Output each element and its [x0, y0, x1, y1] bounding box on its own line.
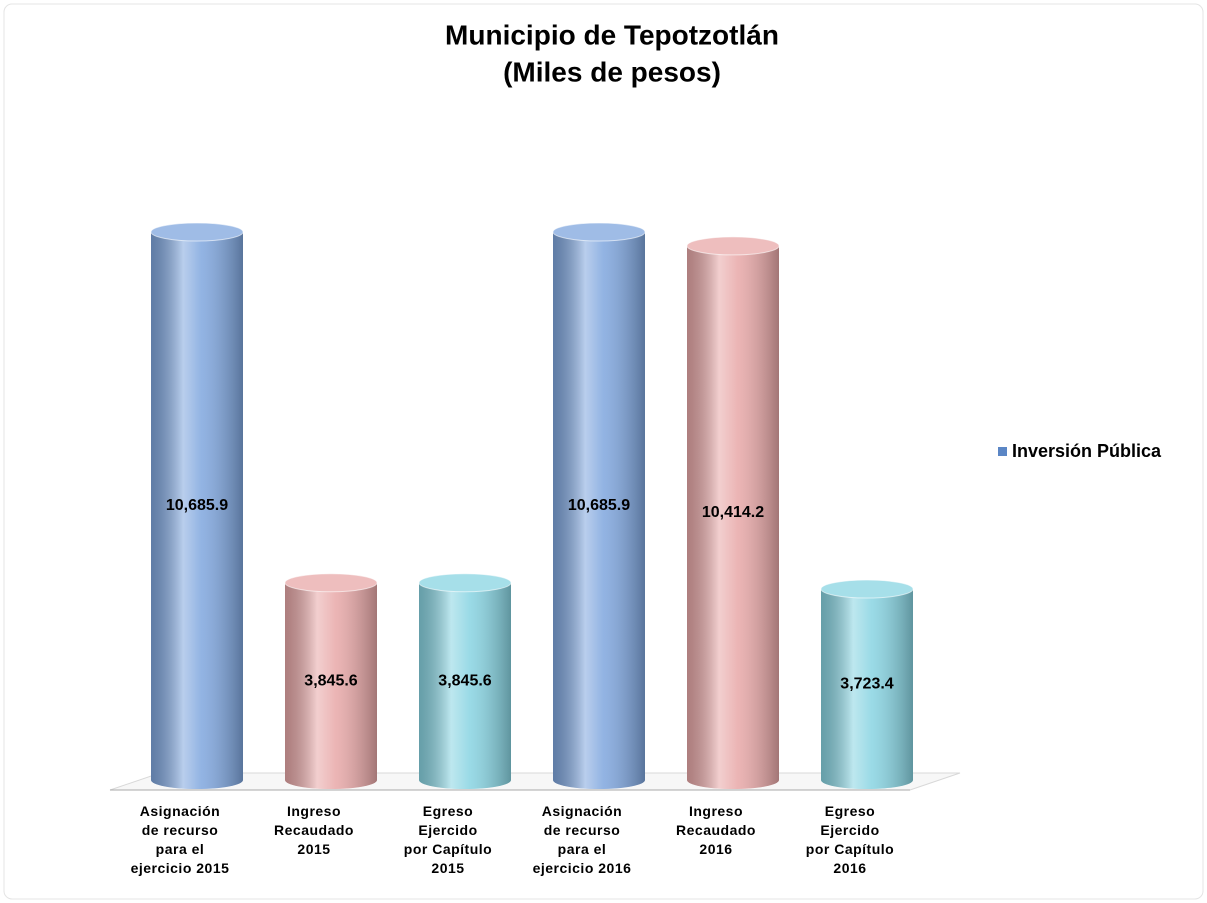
x-tick-label: Egreso Ejercido por Capítulo 2015	[404, 803, 492, 876]
x-tick-label-line: Recaudado	[274, 822, 354, 838]
bar-top	[150, 222, 244, 242]
x-tick-label-line: por Capítulo	[404, 841, 492, 857]
bar-top-shade	[821, 580, 913, 599]
x-tick-label-line: Egreso	[825, 803, 875, 819]
x-tick-label-line: Ingreso	[287, 803, 341, 819]
bar-top	[820, 579, 914, 599]
bar-top	[686, 236, 780, 256]
data-label: 10,685.9	[166, 497, 228, 514]
x-tick-label: Ingreso Recaudado 2015	[274, 803, 354, 857]
bar-shade	[553, 232, 645, 780]
x-tick-label-line: ejercicio 2015	[131, 860, 230, 876]
data-label: 3,723.4	[840, 676, 893, 693]
x-tick-label-line: 2015	[297, 841, 330, 857]
x-tick-label: Asignación de recurso para el ejercicio 201…	[533, 803, 632, 876]
bar-top-shade	[285, 573, 377, 592]
x-tick-label-line: ejercicio 2016	[533, 860, 632, 876]
data-label: 3,845.6	[438, 673, 491, 690]
data-label: 10,414.2	[702, 504, 764, 521]
bar-top	[552, 222, 646, 242]
x-tick-label-line: para el	[558, 841, 607, 857]
x-tick-label: Asignación de recurso para el ejercicio 201…	[131, 803, 230, 876]
x-tick-label: Ingreso Recaudado 2016	[676, 803, 756, 857]
x-tick-label-line: Ejercido	[820, 822, 879, 838]
bar-shade	[285, 582, 377, 780]
x-tick-label-line: Ejercido	[418, 822, 477, 838]
x-tick-label-line: de recurso	[142, 822, 219, 838]
data-label: 10,685.9	[568, 497, 630, 514]
bar-top	[418, 573, 512, 593]
x-tick-label-line: 2016	[833, 860, 866, 876]
chart-subtitle: (Miles de pesos)	[503, 56, 721, 87]
bar-shade	[687, 245, 779, 780]
bar-top-shade	[151, 223, 243, 241]
x-tick-label-line: Asignación	[542, 803, 622, 819]
x-tick-label-line: Asignación	[140, 803, 220, 819]
data-label: 3,845.6	[304, 673, 357, 690]
x-tick-label-line: para el	[156, 841, 205, 857]
legend-marker	[998, 447, 1007, 456]
bar-shade	[151, 232, 243, 780]
bar-shade	[419, 582, 511, 780]
x-tick-label-line: Recaudado	[676, 822, 756, 838]
x-tick-label-line: 2016	[699, 841, 732, 857]
bar-top-shade	[419, 573, 511, 592]
bar-top	[284, 573, 378, 593]
bar-shade	[821, 589, 913, 780]
bar-top-shade	[687, 236, 779, 255]
legend-label: Inversión Pública	[1012, 441, 1162, 461]
x-tick-label-line: por Capítulo	[806, 841, 894, 857]
bar-top-shade	[553, 223, 645, 241]
x-tick-label-line: de recurso	[544, 822, 621, 838]
x-tick-label: Egreso Ejercido por Capítulo 2016	[806, 803, 894, 876]
x-tick-label-line: 2015	[431, 860, 464, 876]
x-tick-label-line: Ingreso	[689, 803, 743, 819]
x-tick-label-line: Egreso	[423, 803, 473, 819]
chart-title: Municipio de Tepotzotlán	[445, 19, 779, 50]
